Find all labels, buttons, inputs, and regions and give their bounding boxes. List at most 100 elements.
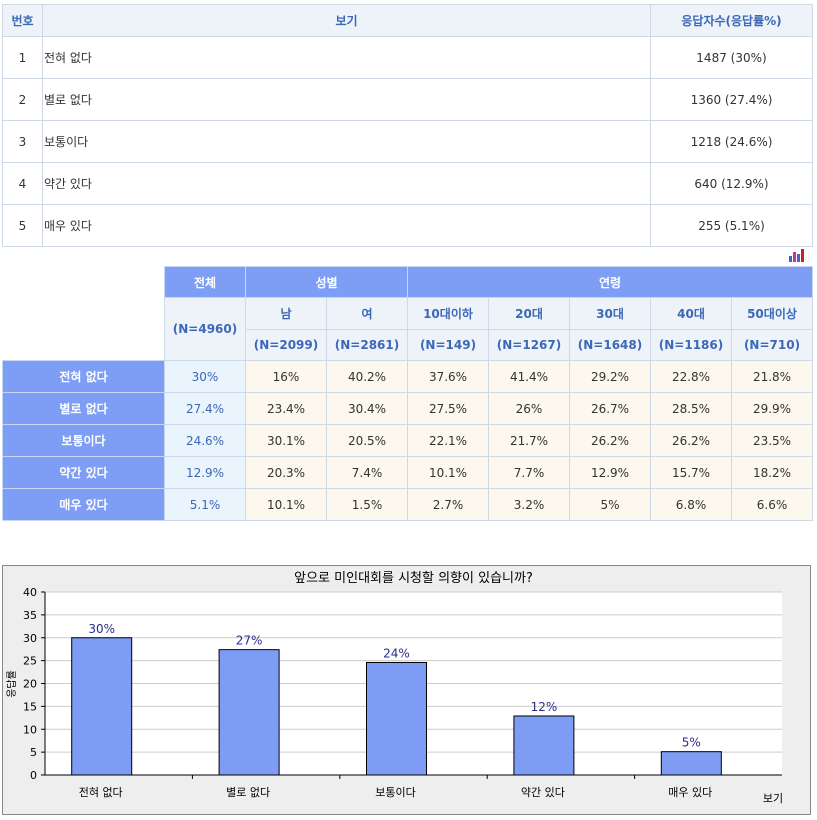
header-age: 연령 bbox=[407, 266, 813, 298]
x-tick-label: 매우 있다 bbox=[668, 786, 712, 799]
cell: 29.9% bbox=[731, 392, 813, 425]
table-row: 3 보통이다 1218 (24.6%) bbox=[2, 120, 813, 163]
bar bbox=[366, 661, 427, 776]
crosstab-row: 약간 있다 12.9% 20.3% 7.4% 10.1% 7.7% 12.9% … bbox=[2, 456, 813, 489]
data-label: 30% bbox=[88, 622, 115, 636]
bar-chart: 0 5 10 15 20 25 30 35 40 30% 전혀 없다 27% 별로 없다 24% 보통이다 1… bbox=[6, 571, 783, 805]
row-option: 전혀 없다 bbox=[42, 36, 651, 79]
n-age-30s: (N=1648) bbox=[569, 329, 651, 361]
crosstab-row: 보통이다 24.6% 30.1% 20.5% 22.1% 21.7% 26.2%… bbox=[2, 424, 813, 457]
row-label: 전혀 없다 bbox=[2, 360, 165, 393]
y-tick-label: 30 bbox=[23, 632, 37, 645]
row-no: 3 bbox=[2, 120, 43, 163]
cell: 6.8% bbox=[650, 488, 732, 521]
data-label: 27% bbox=[236, 634, 263, 648]
header-age-30s: 30대 bbox=[569, 297, 651, 330]
row-total: 12.9% bbox=[164, 456, 246, 489]
header-age-10s: 10대이하 bbox=[407, 297, 489, 330]
row-option: 별로 없다 bbox=[42, 78, 651, 121]
header-gender-male: 남 bbox=[245, 297, 327, 330]
crosstab-row: 매우 있다 5.1% 10.1% 1.5% 2.7% 3.2% 5% 6.8% … bbox=[2, 488, 813, 521]
crosstab-row: 별로 없다 27.4% 23.4% 30.4% 27.5% 26% 26.7% … bbox=[2, 392, 813, 425]
row-no: 5 bbox=[2, 204, 43, 247]
y-tick-label: 40 bbox=[23, 586, 37, 599]
n-age-40s: (N=1186) bbox=[650, 329, 732, 361]
cell: 10.1% bbox=[245, 488, 327, 521]
table-row: 4 약간 있다 640 (12.9%) bbox=[2, 162, 813, 205]
row-total: 27.4% bbox=[164, 392, 246, 425]
cell: 5% bbox=[569, 488, 651, 521]
row-total: 5.1% bbox=[164, 488, 246, 521]
bar-chart-panel: 0 5 10 15 20 25 30 35 40 30% 전혀 없다 27% 별로 없다 24% 보통이다 1… bbox=[2, 565, 811, 815]
header-gender-female: 여 bbox=[326, 297, 408, 330]
row-no: 2 bbox=[2, 78, 43, 121]
row-label: 매우 있다 bbox=[2, 488, 165, 521]
y-tick-label: 10 bbox=[23, 723, 37, 736]
cell: 20.5% bbox=[326, 424, 408, 457]
table-row: 2 별로 없다 1360 (27.4%) bbox=[2, 78, 813, 121]
data-label: 12% bbox=[531, 700, 558, 714]
row-count: 255 (5.1%) bbox=[650, 204, 813, 247]
y-tick-label: 15 bbox=[23, 700, 37, 713]
cell: 15.7% bbox=[650, 456, 732, 489]
bar bbox=[660, 751, 722, 776]
row-label: 약간 있다 bbox=[2, 456, 165, 489]
response-table: 번호 보기 응답자수(응답률%) 1 전혀 없다 1487 (30%) 2 별로… bbox=[2, 4, 813, 247]
cell: 16% bbox=[245, 360, 327, 393]
x-tick-label: 약간 있다 bbox=[521, 785, 565, 799]
crosstab-corner bbox=[2, 266, 165, 361]
cell: 21.8% bbox=[731, 360, 813, 393]
y-tick-label: 5 bbox=[30, 746, 37, 759]
n-age-50s: (N=710) bbox=[731, 329, 813, 361]
y-tick-label: 0 bbox=[30, 769, 37, 782]
bar bbox=[71, 637, 133, 776]
n-female: (N=2861) bbox=[326, 329, 408, 361]
cell: 26.2% bbox=[650, 424, 732, 457]
data-label: 24% bbox=[383, 646, 410, 660]
cell: 26% bbox=[488, 392, 570, 425]
cell: 40.2% bbox=[326, 360, 408, 393]
col-header-count: 응답자수(응답률%) bbox=[650, 4, 813, 37]
cell: 1.5% bbox=[326, 488, 408, 521]
row-count: 1487 (30%) bbox=[650, 36, 813, 79]
header-age-40s: 40대 bbox=[650, 297, 732, 330]
row-count: 1360 (27.4%) bbox=[650, 78, 813, 121]
table-row: 1 전혀 없다 1487 (30%) bbox=[2, 36, 813, 79]
data-label: 5% bbox=[682, 736, 701, 750]
n-age-10s: (N=149) bbox=[407, 329, 489, 361]
y-axis-label: 응답률 bbox=[6, 670, 18, 698]
row-count: 640 (12.9%) bbox=[650, 162, 813, 205]
row-label: 보통이다 bbox=[2, 424, 165, 457]
header-gender: 성별 bbox=[245, 266, 408, 298]
cell: 6.6% bbox=[731, 488, 813, 521]
n-age-20s: (N=1267) bbox=[488, 329, 570, 361]
table-row: 5 매우 있다 255 (5.1%) bbox=[2, 204, 813, 247]
cell: 18.2% bbox=[731, 456, 813, 489]
y-tick-label: 20 bbox=[23, 678, 37, 691]
row-no: 1 bbox=[2, 36, 43, 79]
cell: 41.4% bbox=[488, 360, 570, 393]
row-total: 30% bbox=[164, 360, 246, 393]
chart-title: 앞으로 미인대회를 시청할 의향이 있습니까? bbox=[294, 571, 533, 586]
bar bbox=[513, 715, 575, 776]
cell: 12.9% bbox=[569, 456, 651, 489]
row-option: 매우 있다 bbox=[42, 204, 651, 247]
x-tick-label: 전혀 없다 bbox=[79, 786, 123, 799]
cell: 23.5% bbox=[731, 424, 813, 457]
cell: 28.5% bbox=[650, 392, 732, 425]
y-tick-label: 25 bbox=[23, 655, 37, 668]
crosstab-table: 전체 성별 연령 (N=4960) 남 여 10대이하 20대 30대 40대 … bbox=[2, 266, 813, 521]
cell: 27.5% bbox=[407, 392, 489, 425]
row-total: 24.6% bbox=[164, 424, 246, 457]
bar bbox=[218, 649, 280, 776]
x-tick-label: 별로 없다 bbox=[226, 786, 270, 799]
cell: 26.2% bbox=[569, 424, 651, 457]
n-male: (N=2099) bbox=[245, 329, 327, 361]
cell: 21.7% bbox=[488, 424, 570, 457]
cell: 22.8% bbox=[650, 360, 732, 393]
response-table-header: 번호 보기 응답자수(응답률%) bbox=[2, 4, 813, 37]
bar-chart-icon[interactable] bbox=[788, 248, 806, 262]
row-option: 보통이다 bbox=[42, 120, 651, 163]
cell: 2.7% bbox=[407, 488, 489, 521]
cell: 7.4% bbox=[326, 456, 408, 489]
